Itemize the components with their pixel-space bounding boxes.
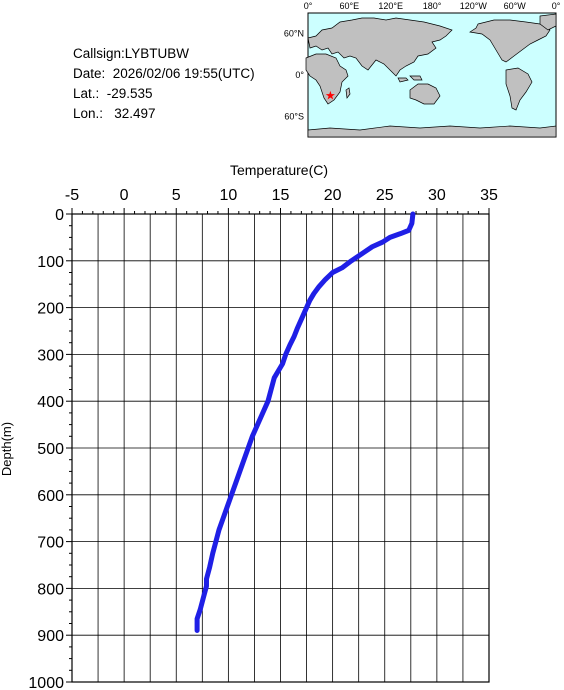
map-lat-label: 0° bbox=[295, 70, 304, 80]
map-lat-label: 60°N bbox=[284, 29, 304, 39]
callsign-text: Callsign:LYBTUBW bbox=[73, 46, 190, 61]
x-tick-labels: -5 0 5 10 15 20 25 30 35 bbox=[65, 187, 498, 204]
y-tick-label: 900 bbox=[37, 628, 64, 645]
y-tick-label: 800 bbox=[37, 581, 64, 598]
station-info: Callsign:LYBTUBW Date: 2026/02/06 19:55(… bbox=[73, 44, 255, 124]
map-lon-label: 60°E bbox=[340, 1, 360, 11]
y-tick-label: 300 bbox=[37, 347, 64, 364]
map-lon-label: 120°W bbox=[460, 1, 488, 11]
x-axis-title: Temperature(C) bbox=[230, 162, 328, 178]
chart-series bbox=[194, 211, 416, 634]
world-map: 0° 60°E 120°E 180° 120°W 60°W 0° 60°N 0° 60°S ★ bbox=[284, 1, 561, 138]
map-lon-label: 0° bbox=[304, 1, 313, 11]
y-tick-label: 400 bbox=[37, 394, 64, 411]
y-tick-labels: 0 100 200 300 400 500 600 700 800 900 1000 bbox=[28, 207, 64, 690]
latitude-text: Lat.: -29.535 bbox=[73, 86, 153, 101]
land-indonesia bbox=[397, 75, 423, 83]
land-south-america bbox=[505, 67, 533, 111]
land-north-america bbox=[469, 19, 551, 63]
map-lon-label: 120°E bbox=[378, 1, 403, 11]
x-tick-label: 0 bbox=[120, 187, 129, 204]
map-lon-label: 60°W bbox=[504, 1, 527, 11]
x-tick-label: 15 bbox=[272, 187, 290, 204]
x-tick-label: 35 bbox=[480, 187, 498, 204]
temperature-profile-line bbox=[194, 211, 416, 634]
chart-ticks bbox=[66, 208, 490, 683]
x-tick-label: 10 bbox=[219, 187, 237, 204]
date-text: Date: 2026/02/06 19:55(UTC) bbox=[73, 66, 255, 81]
longitude-text: Lon.: 32.497 bbox=[73, 106, 156, 121]
map-latitude-labels: 60°N 0° 60°S bbox=[284, 29, 305, 122]
y-tick-label: 0 bbox=[55, 207, 64, 224]
float-position-marker: ★ bbox=[325, 88, 336, 102]
land-greenland bbox=[539, 13, 557, 31]
land-antarctica bbox=[307, 125, 557, 138]
y-tick-label: 700 bbox=[37, 535, 64, 552]
map-lat-label: 60°S bbox=[284, 111, 304, 121]
x-tick-label: 20 bbox=[324, 187, 342, 204]
land-africa bbox=[305, 53, 349, 105]
x-tick-label: 30 bbox=[428, 187, 446, 204]
y-tick-label: 500 bbox=[37, 441, 64, 458]
map-lon-label: 180° bbox=[423, 1, 442, 11]
y-tick-label: 600 bbox=[37, 488, 64, 505]
y-axis-title: Depth(m) bbox=[0, 422, 14, 476]
y-tick-label: 1000 bbox=[28, 675, 64, 690]
chart-grid bbox=[71, 213, 490, 683]
map-longitude-labels: 0° 60°E 120°E 180° 120°W 60°W 0° bbox=[304, 1, 561, 11]
y-tick-label: 100 bbox=[37, 254, 64, 271]
map-lon-label: 0° bbox=[552, 1, 561, 11]
x-tick-label: 25 bbox=[376, 187, 394, 204]
land-eurasia bbox=[307, 17, 453, 77]
x-tick-label: 5 bbox=[172, 187, 181, 204]
plot-frame bbox=[71, 213, 490, 683]
map-land bbox=[305, 13, 557, 138]
y-tick-label: 200 bbox=[37, 301, 64, 318]
x-tick-label: -5 bbox=[65, 187, 79, 204]
land-australia bbox=[409, 83, 441, 105]
land-madagascar bbox=[345, 87, 351, 99]
